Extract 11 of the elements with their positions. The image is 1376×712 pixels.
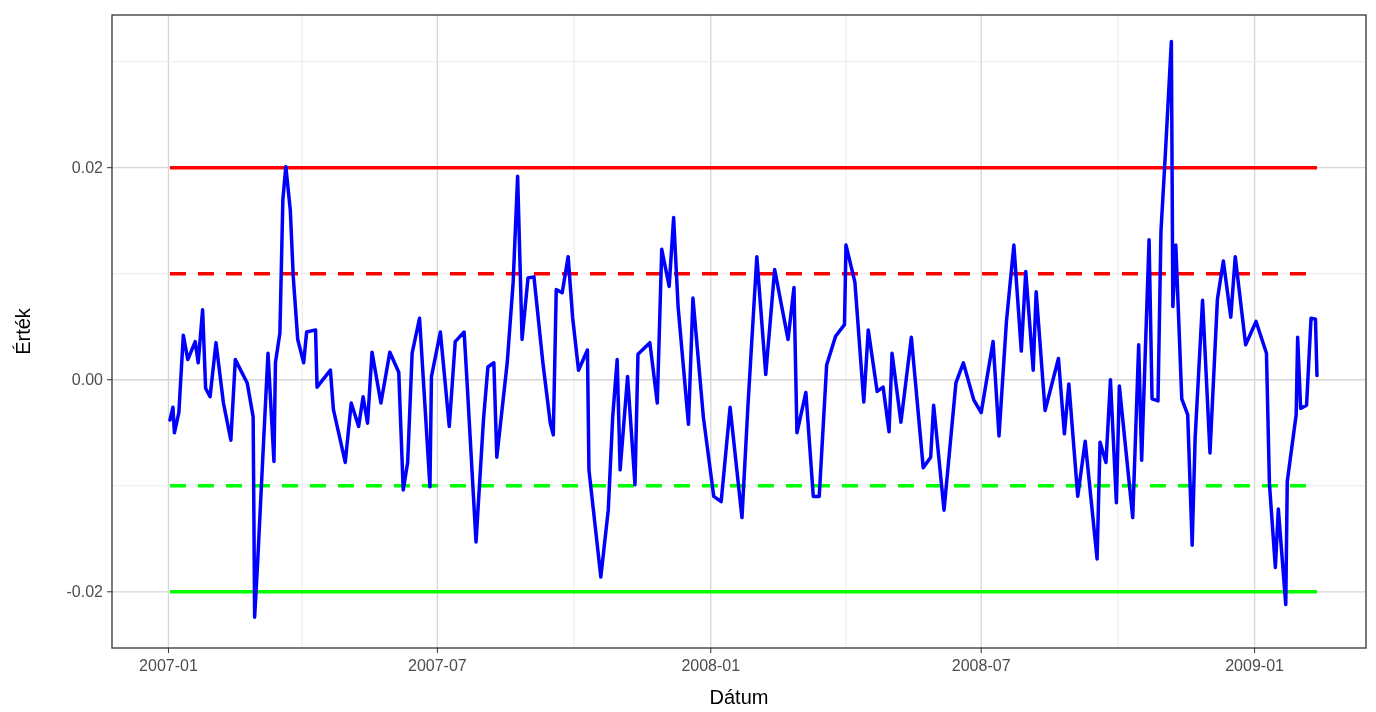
y-tick-label: -0.02	[66, 583, 104, 601]
x-tick-label: 2008-07	[951, 657, 1011, 674]
line-series	[168, 39, 1319, 619]
x-axis-title: Dátum	[709, 686, 769, 708]
x-tick-label: 2007-07	[408, 657, 467, 674]
x-tick-label: 2008-01	[681, 657, 741, 674]
x-tick-label: 2009-01	[1225, 657, 1285, 674]
x-tick-label: 2007-01	[139, 657, 198, 674]
y-tick-label: 0.00	[71, 371, 104, 389]
y-tick-label: 0.02	[71, 159, 104, 177]
y-axis-title: Érték	[12, 307, 34, 355]
